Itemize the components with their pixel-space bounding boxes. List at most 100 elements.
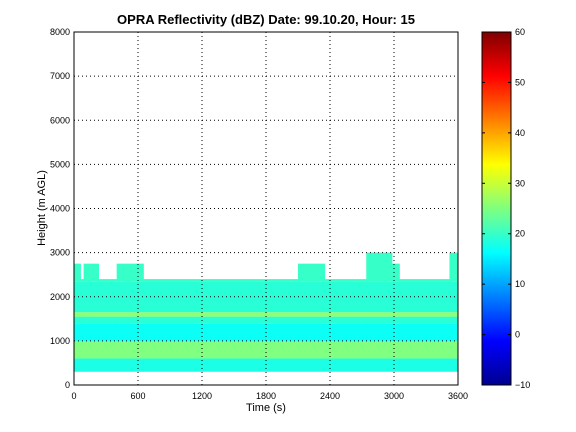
echo-cell (366, 316, 393, 324)
echo-cell (298, 323, 326, 341)
echo-cell (98, 312, 118, 317)
echo-cell (143, 358, 299, 372)
x-tick-label: 0 (71, 391, 76, 401)
echo-cell (83, 323, 100, 341)
echo-cell (391, 263, 400, 282)
x-tick-label: 3600 (448, 391, 468, 401)
colorbar-tick-label: 40 (515, 128, 525, 138)
colorbar-tick-labels: −10 0 10 20 30 40 50 60 (482, 27, 530, 390)
echo-cell (143, 281, 299, 313)
grid-lines (74, 32, 458, 385)
y-tick-labels: 0 1000 2000 3000 4000 5000 6000 7000 8000 (50, 27, 70, 390)
y-tick-label: 1000 (50, 336, 70, 346)
colorbar-tick-label: 20 (515, 229, 525, 239)
echo-cell (298, 263, 326, 282)
echo-cell (324, 358, 367, 372)
echo-cell (74, 263, 81, 282)
echo-cell (399, 358, 450, 372)
x-tick-label: 3000 (384, 391, 404, 401)
echo-cell (98, 279, 118, 282)
echo-cell (74, 316, 81, 324)
x-axis-label: Time (s) (246, 402, 286, 414)
colorbar-tick-label: 60 (515, 27, 525, 37)
echo-cell (298, 316, 326, 324)
colorbar: −10 0 10 20 30 40 50 60 (481, 27, 530, 390)
echo-cell (399, 323, 450, 341)
echo-cell (449, 281, 459, 313)
echo-cell (83, 358, 100, 372)
colorbar-tick-label: 10 (515, 279, 525, 289)
echo-cell (116, 316, 144, 324)
echo-cell (74, 323, 81, 341)
echo-cell (80, 316, 85, 324)
echo-cell (449, 252, 459, 282)
echo-cell (366, 323, 393, 341)
echo-cell (98, 340, 118, 359)
echo-cell (116, 340, 144, 359)
echo-cell (366, 252, 393, 282)
y-tick-label: 7000 (50, 71, 70, 81)
echo-cell (116, 358, 144, 372)
x-tick-labels: 0 600 1200 1800 2400 3000 3600 (71, 391, 468, 401)
echo-cell (391, 312, 400, 317)
y-tick-label: 8000 (50, 27, 70, 37)
echo-cell (391, 316, 400, 324)
echo-cell (399, 279, 450, 282)
echo-cell (74, 281, 81, 313)
echo-cell (80, 279, 85, 282)
echo-cell (83, 340, 100, 359)
echo-cell (391, 358, 400, 372)
x-tick-label: 1200 (192, 391, 212, 401)
echo-cell (83, 312, 100, 317)
chart-title: OPRA Reflectivity (dBZ) Date: 99.10.20, … (117, 12, 415, 27)
echo-cell (298, 312, 326, 317)
axes-box (73, 31, 459, 386)
y-tick-label: 0 (65, 380, 70, 390)
echo-cell (143, 316, 299, 324)
echo-cell (98, 323, 118, 341)
echo-cell (399, 316, 450, 324)
echo-cell (449, 316, 459, 324)
echo-cell (83, 316, 100, 324)
echo-cell (391, 323, 400, 341)
y-tick-label: 2000 (50, 292, 70, 302)
echo-cell (98, 281, 118, 313)
echo-field (74, 252, 459, 372)
y-tick-label: 4000 (50, 204, 70, 214)
echo-cell (391, 340, 400, 359)
echo-cell (74, 312, 81, 317)
echo-cell (98, 316, 118, 324)
echo-cell (366, 358, 393, 372)
echo-cell (74, 340, 81, 359)
echo-cell (298, 358, 326, 372)
colorbar-tick-label: 50 (515, 77, 525, 87)
echo-cell (449, 358, 459, 372)
echo-cell (143, 340, 299, 359)
echo-cell (324, 316, 367, 324)
main-axes: 0 600 1200 1800 2400 3000 3600 0 1000 2000 3000 40… (50, 27, 468, 401)
echo-cell (449, 323, 459, 341)
echo-cell (399, 340, 450, 359)
echo-cell (298, 340, 326, 359)
colorbar-tick-label: −10 (515, 380, 530, 390)
echo-cell (83, 263, 100, 282)
x-tick-label: 600 (130, 391, 145, 401)
y-tick-label: 5000 (50, 159, 70, 169)
echo-cell (143, 279, 299, 282)
echo-cell (116, 323, 144, 341)
echo-cell (116, 263, 144, 282)
echo-cell (143, 323, 299, 341)
echo-cell (74, 358, 81, 372)
echo-cell (324, 312, 367, 317)
echo-cell (324, 281, 367, 313)
y-tick-label: 6000 (50, 115, 70, 125)
echo-cell (324, 323, 367, 341)
echo-cell (98, 358, 118, 372)
echo-cell (449, 312, 459, 317)
echo-cell (80, 358, 85, 372)
echo-cell (366, 312, 393, 317)
y-axis-label: Height (m AGL) (36, 170, 48, 246)
echo-cell (449, 340, 459, 359)
echo-cell (143, 312, 299, 317)
